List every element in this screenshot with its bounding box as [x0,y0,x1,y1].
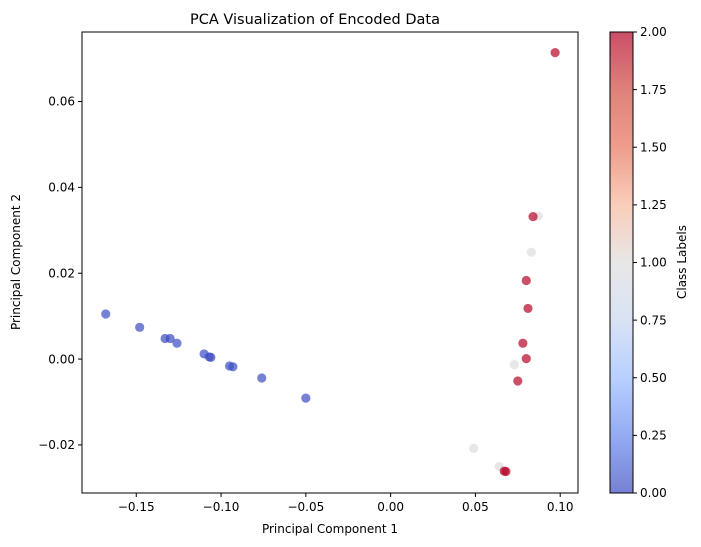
x-tick-label: 0.00 [377,500,404,514]
y-tick-label: 0.06 [48,95,75,109]
y-tick-label: 0.02 [48,266,75,280]
colorbar-tick-label: 2.00 [640,25,667,39]
scatter-point [518,338,528,348]
scatter-point [257,373,267,383]
y-axis-label: Principal Component 2 [9,194,23,330]
scatter-point [101,309,111,319]
chart-title: PCA Visualization of Encoded Data [190,12,440,28]
x-axis-ticks: −0.15 −0.10 −0.05 0.00 0.05 0.10 [118,493,574,514]
colorbar-tick-label: 1.75 [640,83,667,97]
x-tick-label: −0.10 [203,500,240,514]
scatter-point [521,275,531,286]
scatter-point [301,393,311,403]
scatter-point [521,354,531,364]
colorbar-tick-label: 1.50 [640,140,667,154]
scatter-point [526,247,536,257]
colorbar-label: Class Labels [675,225,689,299]
scatter-point [513,376,523,386]
colorbar-tick-label: 0.25 [640,429,667,443]
plot-area-frame [81,31,579,494]
scatter-point [228,362,238,372]
scatter-point [172,338,182,348]
scatter-point [509,360,520,370]
colorbar-tick-label: 1.00 [640,256,667,270]
scatter-point [501,466,511,477]
colorbar-tick-label: 1.25 [640,198,667,212]
colorbar: 0.00 0.25 0.50 0.75 1.00 1.25 1.50 1.75 2.00 Cla… [609,25,689,500]
x-tick-label: 0.10 [547,500,574,514]
scatter-point [206,352,216,362]
scatter-points [101,48,560,477]
colorbar-tick-label: 0.50 [640,371,667,385]
scatter-point [528,211,538,222]
y-axis-ticks: −0.02 0.00 0.02 0.04 0.06 [38,95,82,452]
x-tick-label: −0.15 [118,500,155,514]
scatter-point [469,443,479,453]
y-tick-label: −0.02 [38,438,75,452]
scatter-point [523,303,533,314]
colorbar-ticks: 0.00 0.25 0.50 0.75 1.00 1.25 1.50 1.75 2.00 [633,25,667,500]
scatter-point [165,333,175,344]
colorbar-tick-label: 0.75 [640,313,667,327]
colorbar-tick-label: 0.00 [640,486,667,500]
colorbar-gradient [610,32,633,493]
x-tick-label: 0.05 [462,500,489,514]
x-tick-label: −0.05 [287,500,324,514]
y-tick-label: 0.04 [48,181,75,195]
scatter-point [550,48,560,58]
y-tick-label: 0.00 [48,352,75,366]
scatter-point [135,322,145,332]
x-axis-label: Principal Component 1 [262,522,398,536]
